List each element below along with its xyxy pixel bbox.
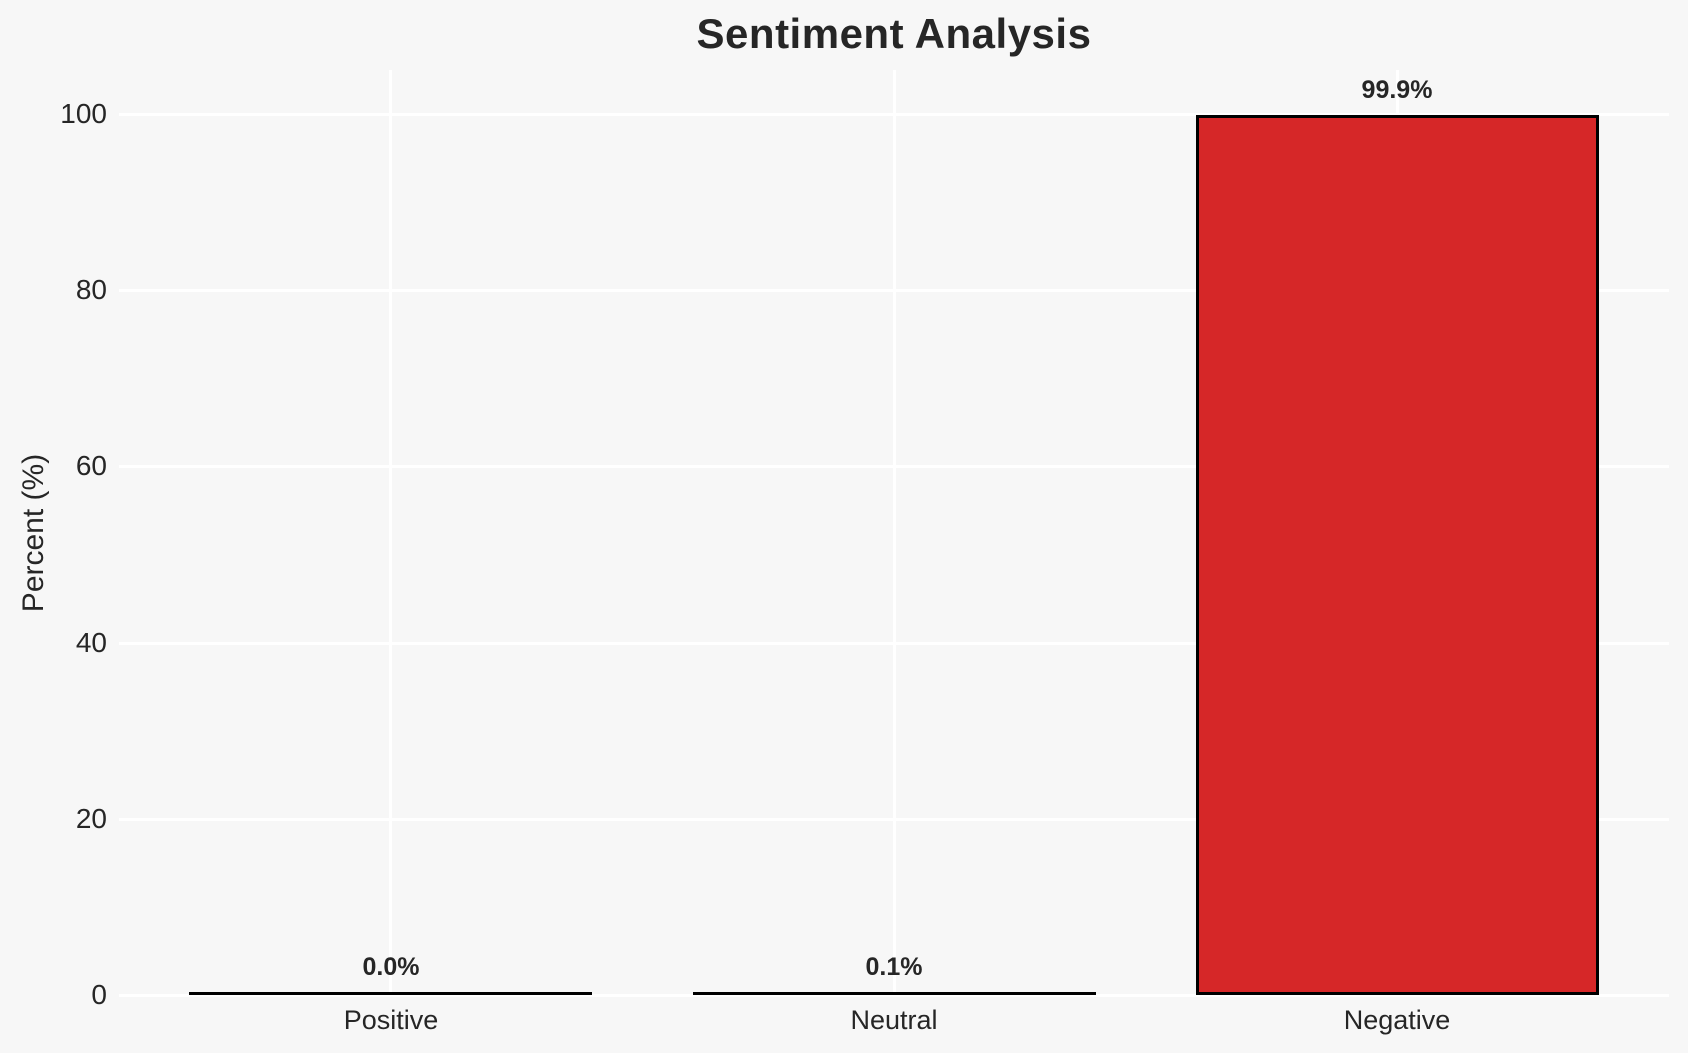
gridline-vertical bbox=[389, 70, 392, 995]
bar-value-label: 99.9% bbox=[1361, 76, 1433, 104]
bar-positive bbox=[189, 992, 592, 995]
x-tick-label: Neutral bbox=[850, 1005, 938, 1035]
y-tick-label: 60 bbox=[75, 450, 107, 481]
bar-value-label: 0.0% bbox=[362, 953, 420, 981]
y-tick-label: 0 bbox=[91, 979, 107, 1010]
bar-neutral bbox=[693, 992, 1096, 995]
bar-value-label: 0.1% bbox=[865, 953, 923, 981]
gridline-vertical bbox=[893, 70, 896, 995]
y-tick-label: 20 bbox=[75, 803, 107, 834]
plot-area: 0.0% 0.1% 99.9% bbox=[119, 70, 1669, 997]
bar-negative bbox=[1196, 115, 1599, 995]
x-tick-label: Negative bbox=[1343, 1005, 1451, 1035]
gridline-horizontal bbox=[119, 994, 1669, 997]
y-tick-label: 100 bbox=[60, 98, 107, 129]
y-tick-label: 80 bbox=[75, 274, 107, 305]
x-tick-label: Positive bbox=[343, 1005, 439, 1035]
y-tick-label: 40 bbox=[75, 627, 107, 658]
chart-title: Sentiment Analysis bbox=[696, 10, 1092, 57]
